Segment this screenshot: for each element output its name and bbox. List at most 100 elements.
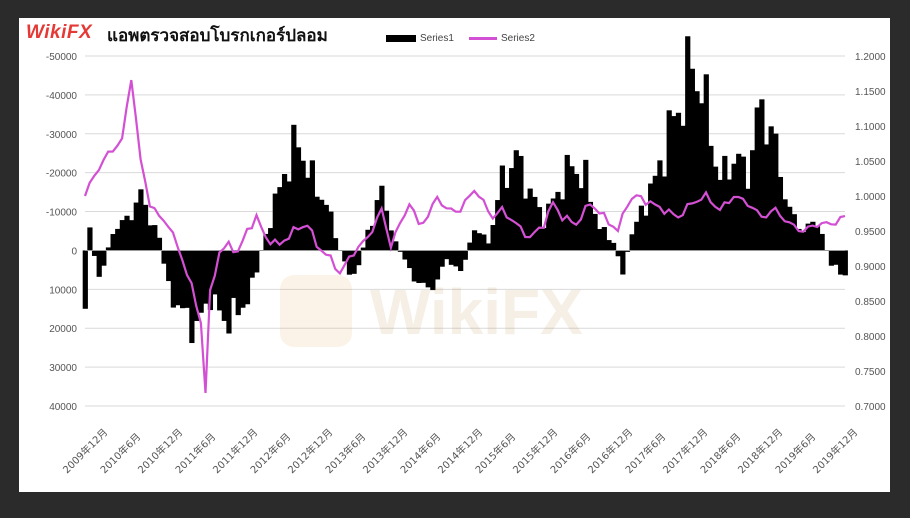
series1-bar (564, 154, 570, 251)
left-tick-label: -50000 (46, 52, 78, 63)
left-tick-label: 10000 (49, 285, 77, 296)
series1-bar (745, 188, 751, 251)
series1-bar (495, 200, 501, 251)
left-tick-label: 30000 (49, 363, 77, 374)
series1-bar (254, 250, 260, 273)
series1-bar (393, 241, 399, 251)
left-tick-label: 0 (71, 246, 77, 257)
series1-bars (82, 36, 848, 344)
series1-bar (717, 179, 723, 251)
series1-bar (522, 198, 529, 251)
series1-bar (509, 168, 515, 251)
series1-bar (833, 250, 839, 265)
series1-bar (819, 233, 825, 251)
series1-bar (810, 221, 816, 251)
series1-bar (550, 198, 556, 251)
series1-bar (180, 250, 186, 309)
series1-bar (740, 156, 746, 251)
series1-bar (750, 150, 756, 251)
series1-bar (490, 225, 496, 251)
series1-bar (207, 250, 214, 311)
series1-bar (773, 133, 779, 251)
series1-bar (504, 187, 510, 251)
series1-bar (402, 250, 408, 260)
series1-bar (170, 250, 176, 308)
series1-bar (342, 250, 348, 262)
legend-series1: Series1 (386, 33, 454, 44)
series1-bar (115, 228, 121, 251)
series1-bar (620, 250, 626, 275)
series1-bar (462, 250, 468, 260)
series1-bar (142, 204, 149, 251)
series1-bar (291, 124, 297, 251)
series1-bar (230, 250, 237, 298)
series1-bar (263, 233, 269, 251)
series1-bar (156, 237, 163, 251)
series1-bar (606, 240, 612, 251)
series1-bar (226, 250, 232, 334)
x-tick-label: 2019年12月 (810, 426, 860, 476)
right-tick-label: 0.8000 (855, 332, 886, 343)
series1-bar (448, 250, 455, 265)
series1-bar (629, 234, 635, 251)
series1-bar (240, 250, 246, 308)
series1-bar (397, 250, 404, 252)
series1-bar (671, 116, 677, 251)
series1-bar (736, 153, 742, 251)
series1-bar (133, 202, 139, 251)
right-tick-label: 0.9500 (855, 227, 886, 238)
legend-series2: Series2 (469, 33, 535, 44)
series1-bar (763, 144, 770, 251)
series1-bar (119, 220, 125, 251)
series1-bar (439, 250, 445, 267)
left-axis-ticks: -50000 -40000 -30000 -20000 -10000 0 10000 2000… (46, 52, 78, 413)
series1-bar (332, 238, 339, 251)
brand-logo: WikiFX (26, 22, 93, 43)
series1-bar (434, 250, 441, 280)
series1-bar (277, 187, 283, 251)
series1-bar (703, 74, 709, 251)
series1-bar (624, 250, 631, 252)
series1-bar (82, 250, 88, 309)
legend-series2-swatch (469, 37, 497, 40)
series1-bar (110, 234, 116, 251)
series1-bar (610, 242, 617, 251)
right-tick-label: 1.0500 (855, 157, 886, 168)
right-tick-label: 0.9000 (855, 262, 886, 273)
series1-bar (300, 160, 306, 251)
series1-bar (652, 175, 658, 251)
series1-bar (379, 185, 385, 251)
series1-bar (328, 211, 334, 251)
series1-bar (249, 250, 255, 278)
right-axis-ticks: 1.2000 1.1500 1.1000 1.0500 1.0000 0.9500 0.90… (855, 52, 886, 413)
series1-bar (814, 225, 821, 251)
right-tick-label: 0.7500 (855, 367, 886, 378)
series1-bar (560, 199, 566, 251)
series1-bar (152, 225, 158, 251)
series1-bar (759, 99, 765, 251)
series1-bar (351, 250, 357, 274)
series1-bar (407, 250, 413, 269)
chart-title: แอพตรวจสอบโบรกเกอร์ปลอม (107, 26, 328, 46)
series1-bar (768, 126, 774, 251)
series1-bar (527, 188, 533, 251)
series1-bar (138, 189, 144, 251)
right-tick-label: 1.1000 (855, 122, 886, 133)
series1-bar (685, 36, 691, 251)
series1-bar (268, 228, 274, 251)
series1-bar (124, 215, 130, 251)
series1-bar (166, 250, 172, 282)
series1-bar (842, 250, 848, 276)
series1-bar (184, 250, 190, 308)
series1-bar (91, 250, 98, 256)
series1-bar (193, 250, 200, 321)
series1-bar (365, 229, 371, 251)
series1-bar (286, 181, 292, 251)
series1-bar (346, 250, 353, 275)
series1-bar (374, 200, 380, 251)
series1-bar (791, 214, 797, 251)
series1-bar (129, 220, 135, 251)
series1-bar (615, 250, 621, 257)
series1-bar (430, 250, 436, 291)
